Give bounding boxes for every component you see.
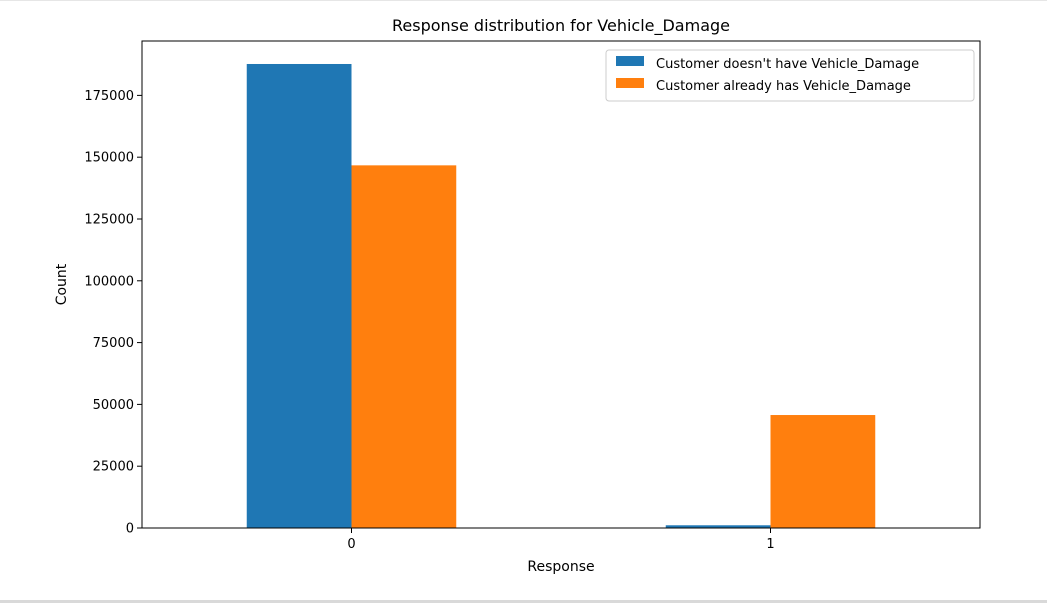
legend-label: Customer already has Vehicle_Damage xyxy=(656,79,911,94)
bars-group xyxy=(246,63,876,528)
bar-no-damage-response-0 xyxy=(246,63,352,528)
x-axis-label: Response xyxy=(527,559,594,575)
y-tick-label: 50000 xyxy=(93,398,134,413)
bottom-divider xyxy=(0,600,1047,603)
legend-label: Customer doesn't have Vehicle_Damage xyxy=(656,57,919,72)
legend: Customer doesn't have Vehicle_Damage Cust… xyxy=(605,49,975,102)
y-tick-label: 0 xyxy=(126,522,134,537)
bar-has-damage-response-1 xyxy=(770,415,876,528)
y-tick-label: 25000 xyxy=(93,460,134,475)
y-tick-label: 100000 xyxy=(84,274,134,289)
legend-swatch xyxy=(616,78,644,88)
top-divider xyxy=(0,0,1047,1)
y-tick-label: 150000 xyxy=(84,151,134,166)
x-tick-label: 0 xyxy=(347,537,355,552)
chart-title: Response distribution for Vehicle_Damage xyxy=(392,16,730,36)
y-tick-label: 175000 xyxy=(84,89,134,104)
y-tick-label: 75000 xyxy=(93,336,134,351)
plot-area-frame xyxy=(141,40,981,529)
y-axis-label: Count xyxy=(54,263,70,305)
bar-no-damage-response-1 xyxy=(665,525,771,528)
y-axis: 0 25000 50000 75000 100000 125000 150000 175000 xyxy=(84,89,142,537)
legend-box xyxy=(605,49,975,102)
legend-swatch xyxy=(616,56,644,66)
y-tick-label: 125000 xyxy=(84,212,134,227)
bar-has-damage-response-0 xyxy=(351,165,457,528)
x-tick-label: 1 xyxy=(766,537,774,552)
